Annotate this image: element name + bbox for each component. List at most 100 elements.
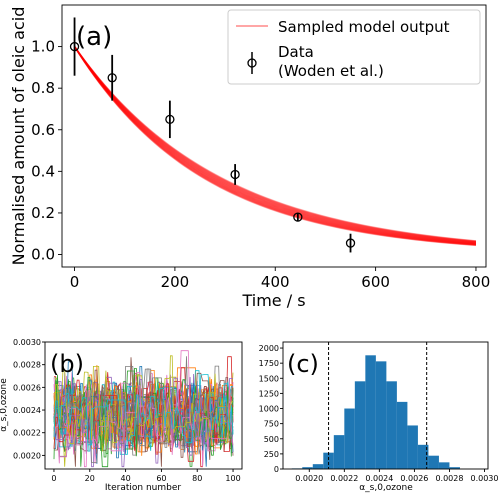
y-tick-label: 750: [264, 420, 279, 429]
x-tick-label: 800: [462, 273, 491, 291]
model-sample-curve: [73, 46, 477, 244]
panel-c-bars: [291, 342, 460, 469]
y-tick-label: 1500: [259, 374, 279, 383]
panel-a-xlabel: Time / s: [241, 291, 305, 310]
panel-b-traces: [53, 350, 234, 468]
legend-data-source: (Woden et al.): [278, 62, 384, 80]
histogram-bar: [323, 452, 334, 469]
x-tick-label: 0.0026: [400, 474, 428, 483]
model-sample-curve: [73, 46, 477, 245]
x-tick-label: 0: [70, 273, 80, 291]
model-sample-curve: [73, 46, 477, 245]
model-sample-curve: [73, 46, 477, 247]
histogram-bar: [386, 381, 397, 469]
histogram-bar: [365, 355, 376, 469]
panel-c: 0.0020 0.0022 0.0024 0.0026 0.0028 0.0030 0 250…: [259, 341, 499, 493]
model-sample-curve: [73, 46, 477, 244]
model-sample-curve: [73, 46, 477, 246]
panel-c-ticks: 0.0020 0.0022 0.0024 0.0026 0.0028 0.0030 0 250…: [259, 344, 499, 483]
y-tick-label: 1.0: [31, 38, 55, 56]
x-tick-label: 0.0020: [295, 474, 323, 483]
y-tick-label: 0.0: [31, 246, 55, 264]
model-sample-curve: [73, 46, 477, 245]
y-tick-label: 0.2: [31, 204, 55, 222]
model-sample-curve: [73, 46, 477, 242]
model-sample-curve: [73, 46, 477, 245]
chain-trace: [53, 382, 234, 468]
model-sample-curve: [73, 46, 477, 245]
x-tick-label: 400: [261, 273, 290, 291]
legend-data-label: Data: [278, 43, 314, 61]
data-point: [293, 212, 303, 222]
panel-a-plot-area: [69, 17, 477, 253]
model-sample-curve: [73, 46, 477, 244]
y-tick-label: 0.0022: [13, 429, 41, 438]
chain-trace: [53, 374, 234, 452]
y-tick-label: 250: [264, 450, 279, 459]
model-sample-curve: [73, 46, 477, 243]
x-tick-label: 100: [225, 474, 240, 483]
legend-model-label: Sampled model output: [278, 18, 450, 36]
panel-b-frame: [44, 341, 243, 470]
model-sample-curve: [73, 46, 477, 246]
panel-a-frame: [61, 4, 487, 268]
model-sample-curve: [73, 46, 477, 243]
model-sample-curve: [73, 46, 477, 243]
model-sample-curve: [73, 46, 477, 246]
x-tick-label: 600: [361, 273, 390, 291]
panel-b-label: (b): [50, 350, 84, 378]
panel-b-ticks: 0 20 40 60 80 100 0.0020 0.0022 0.0024 0.0026 0.00…: [13, 338, 241, 483]
model-sample-curve: [73, 46, 477, 246]
y-tick-label: 0.6: [31, 121, 55, 139]
histogram-bar: [438, 462, 450, 469]
x-tick-label: 40: [120, 474, 130, 483]
model-sample-curve: [73, 46, 477, 246]
model-sample-curve: [73, 46, 477, 245]
y-tick-label: 0.0028: [13, 361, 41, 370]
panel-a-legend: Sampled model output Data (Woden et al.): [227, 9, 481, 85]
panel-c-label: (c): [287, 350, 319, 378]
panel-a-ylabel: Normalised amount of oleic acid: [9, 7, 28, 266]
model-sample-curve: [73, 46, 477, 243]
histogram-bar: [396, 401, 408, 469]
x-tick-label: 80: [192, 474, 202, 483]
data-point: [69, 41, 80, 52]
histogram-bar: [417, 444, 429, 469]
data-point: [107, 73, 117, 83]
x-tick-label: 0.0024: [365, 474, 393, 483]
panel-b: 0 20 40 60 80 100 0.0020 0.0022 0.0024 0.0026 0.00…: [0, 338, 243, 493]
model-sample-curve: [73, 46, 477, 246]
y-tick-label: 0.0030: [13, 338, 41, 347]
model-sample-curve: [73, 46, 477, 245]
panel-b-xlabel: Iteration number: [105, 483, 181, 493]
x-tick-label: 200: [161, 273, 190, 291]
x-tick-label: 0: [51, 474, 56, 483]
model-sample-curve: [73, 46, 477, 242]
x-tick-label: 0.0030: [470, 474, 498, 483]
histogram-bar: [333, 435, 345, 469]
data-point: [230, 169, 240, 180]
model-sample-curve: [73, 46, 477, 246]
model-sample-curve: [73, 46, 477, 244]
model-sample-curve: [73, 46, 477, 244]
model-sample-curve: [73, 46, 477, 246]
y-tick-label: 1000: [259, 405, 279, 414]
data-point: [165, 114, 175, 125]
model-sample-curve: [73, 46, 477, 242]
panel-c-xlabel: α_s,0,ozone: [359, 483, 413, 493]
histogram-bar: [428, 455, 439, 469]
y-tick-label: 1250: [259, 389, 279, 398]
y-tick-label: 0: [274, 465, 279, 474]
model-sample-curve: [73, 46, 477, 246]
y-tick-label: 0.0026: [13, 383, 41, 392]
model-sample-curve: [73, 46, 477, 245]
panel-c-frame: [282, 341, 489, 470]
histogram-bar: [407, 425, 418, 469]
model-sample-curve: [73, 46, 477, 246]
legend-box: [227, 9, 481, 85]
panel-a: 0 200 400 600 800 0.0 0.2 0.4 0.6 0.8 1.0 (a) Time…: [9, 4, 491, 310]
model-sample-curve: [73, 46, 477, 244]
panel-b-ylabel: α_s,0,ozone: [0, 378, 9, 432]
histogram-bar: [354, 381, 366, 469]
